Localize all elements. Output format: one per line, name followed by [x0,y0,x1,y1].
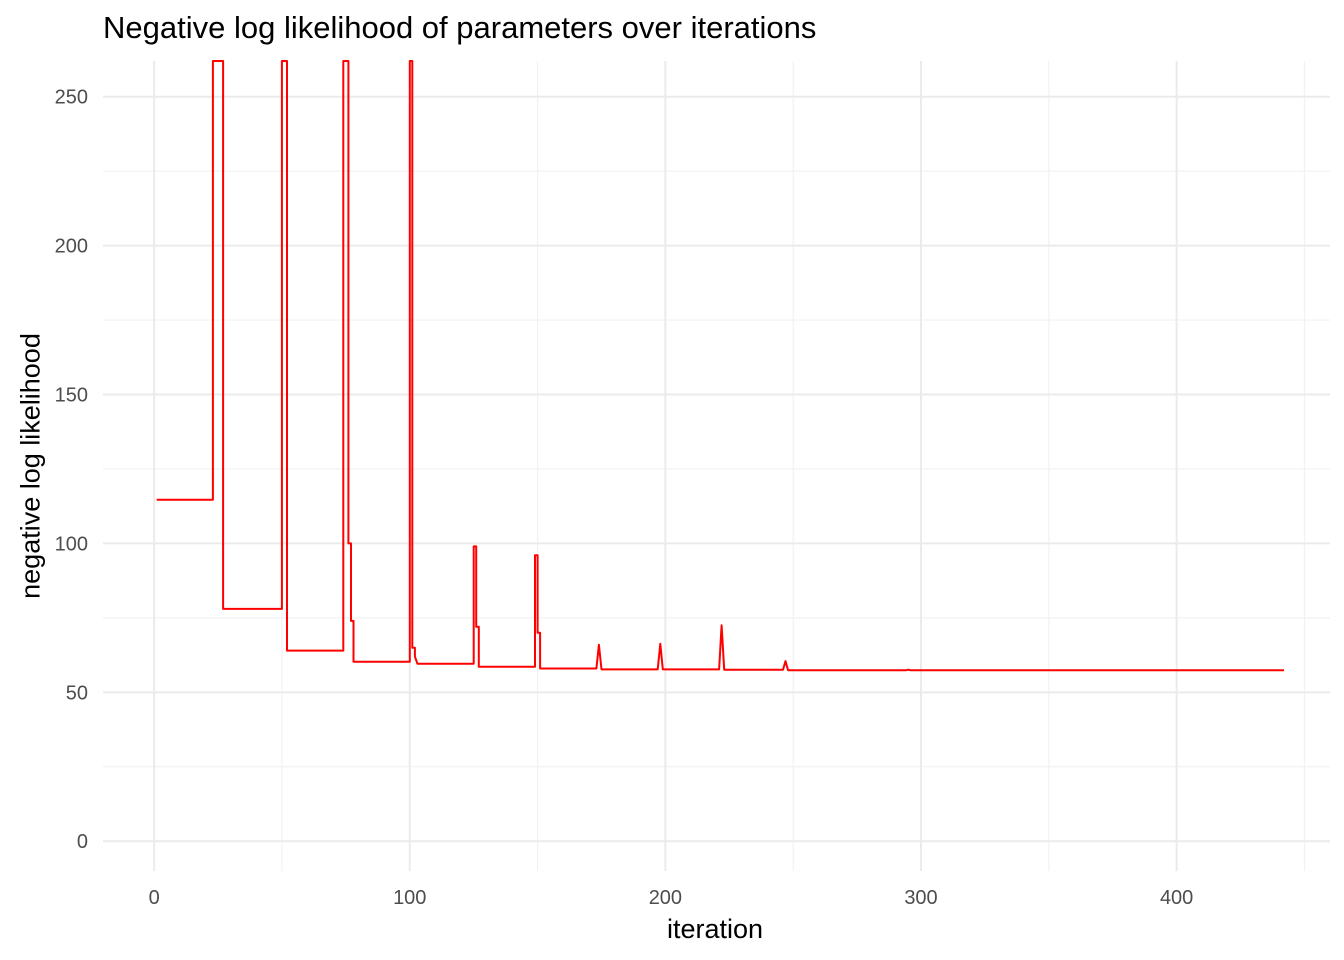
y-tick-label: 250 [55,87,88,109]
x-tick-label: 400 [1160,887,1193,909]
series-line [156,60,1284,672]
x-tick-label: 200 [649,887,682,909]
y-tick-label: 100 [55,533,88,555]
y-tick-label: 200 [55,236,88,258]
x-tick-label: 300 [904,887,937,909]
x-tick-label: 100 [393,887,426,909]
x-tick-label: 0 [149,887,160,909]
chart-title: Negative log likelihood of parameters ov… [103,10,817,45]
x-axis-label: iteration [666,914,764,944]
y-tick-label: 50 [66,682,88,704]
y-axis-label: negative log likelihood [15,333,46,599]
y-tick-label: 150 [55,385,88,407]
y-tick-label: 0 [77,831,88,853]
